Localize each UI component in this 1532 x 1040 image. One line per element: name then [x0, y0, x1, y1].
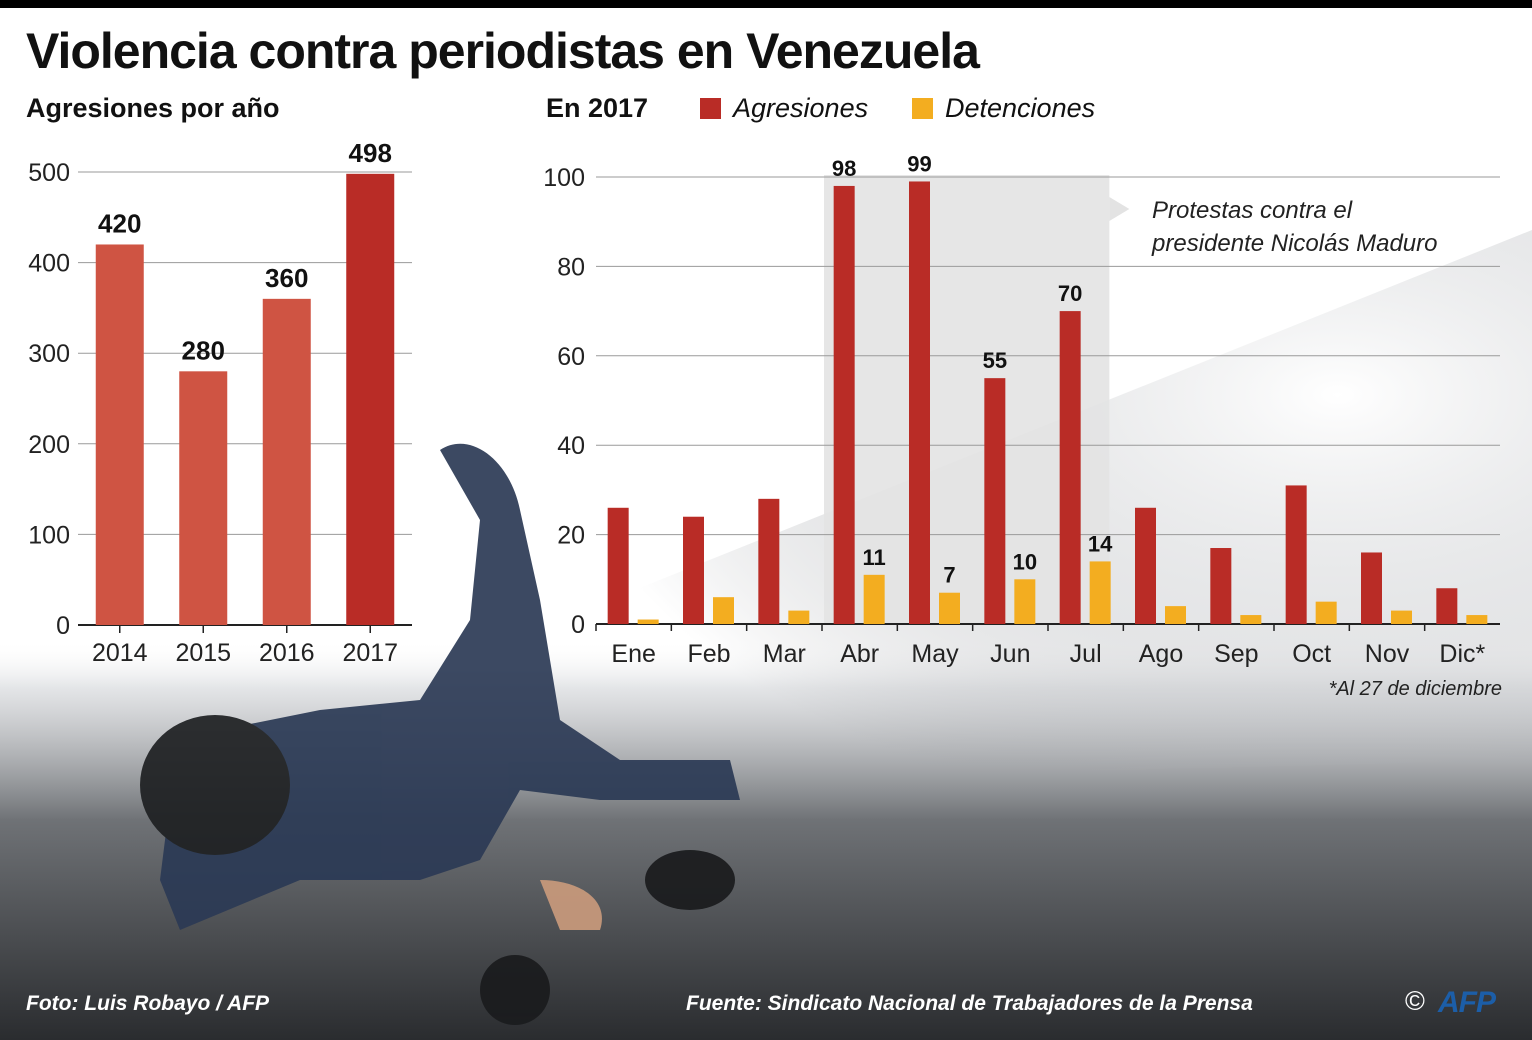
- data-label: 98: [832, 156, 856, 181]
- bar-agresiones: [833, 185, 855, 624]
- bar-detenciones: [1014, 579, 1036, 624]
- x-tick-label: Jul: [1070, 640, 1102, 668]
- x-tick-label: Ago: [1139, 640, 1183, 668]
- data-label: 70: [1058, 281, 1082, 306]
- bar-agresiones: [1361, 552, 1382, 624]
- top-bar: [0, 0, 1532, 8]
- legend-swatch-detenciones: [912, 98, 933, 119]
- data-label: 99: [907, 151, 931, 176]
- bar: [179, 371, 228, 625]
- y-tick-label: 80: [557, 253, 585, 281]
- y-tick-label: 100: [28, 521, 70, 549]
- x-tick-label: 2017: [342, 639, 398, 667]
- y-tick-label: 400: [28, 250, 70, 278]
- footnote: *Al 27 de diciembre: [1328, 678, 1502, 700]
- bar-detenciones: [1089, 561, 1111, 624]
- bar-detenciones: [713, 597, 734, 624]
- data-label: 11: [863, 545, 886, 570]
- y-tick-label: 500: [28, 159, 70, 187]
- legend-agresiones: Agresiones: [700, 93, 868, 124]
- y-tick-label: 300: [28, 340, 70, 368]
- bar-detenciones: [1240, 615, 1262, 624]
- bar-agresiones: [1135, 507, 1156, 624]
- legend-swatch-agresiones: [700, 98, 721, 119]
- x-tick-label: Sep: [1214, 640, 1258, 668]
- legend-detenciones: Detenciones: [912, 93, 1095, 124]
- bar-agresiones: [758, 498, 780, 624]
- y-tick-label: 0: [56, 612, 70, 640]
- y-tick-label: 200: [28, 431, 70, 459]
- afp-logo: AFP: [1438, 986, 1496, 1019]
- x-tick-label: 2015: [175, 639, 231, 667]
- x-tick-label: Mar: [763, 640, 806, 668]
- bar-agresiones: [984, 378, 1006, 624]
- legend-label-agresiones: Agresiones: [733, 93, 869, 123]
- bar: [346, 173, 395, 625]
- x-tick-label: Jun: [990, 640, 1030, 668]
- photo-credit: Foto: Luis Robayo / AFP: [26, 992, 270, 1015]
- x-tick-label: 2014: [92, 639, 148, 667]
- bar-agresiones: [1210, 548, 1232, 624]
- y-tick-label: 60: [557, 343, 585, 371]
- bar: [95, 244, 144, 626]
- data-label: 7: [943, 563, 955, 588]
- annual-chart-title: Agresiones por año: [26, 93, 280, 123]
- bar-detenciones: [939, 592, 960, 624]
- bar-agresiones: [1059, 311, 1081, 624]
- data-label: 55: [983, 348, 1007, 373]
- data-label: 14: [1088, 531, 1113, 556]
- legend-label-detenciones: Detenciones: [945, 93, 1096, 123]
- photographer-figure: [140, 443, 740, 1025]
- x-tick-label: Nov: [1365, 640, 1410, 668]
- y-tick-label: 0: [571, 611, 585, 639]
- bar-detenciones: [1315, 601, 1337, 624]
- monthly-chart: 0 20 40 60 80 100 Ene Feb Mar Abr 98 11 May 99 7 Jun 55 1…: [543, 151, 1500, 668]
- data-label: 420: [98, 208, 141, 238]
- x-tick-label: Dic*: [1439, 640, 1485, 668]
- bar-agresiones: [683, 516, 704, 624]
- x-tick-label: Ene: [611, 640, 655, 668]
- data-label: 280: [182, 335, 225, 365]
- data-label: 498: [349, 138, 392, 168]
- highlight-pointer: [1109, 197, 1130, 221]
- y-tick-label: 20: [557, 522, 585, 550]
- protest-annotation: Protestas contra el presidente Nicolás M…: [1152, 194, 1437, 260]
- x-tick-label: May: [911, 640, 959, 668]
- y-tick-label: 40: [557, 432, 585, 460]
- y-tick-label: 100: [543, 164, 585, 192]
- bar-agresiones: [607, 507, 629, 624]
- data-label: 360: [265, 263, 308, 293]
- monthly-chart-title: En 2017: [546, 93, 649, 123]
- bar-detenciones: [1466, 615, 1488, 624]
- x-tick-label: 2016: [259, 639, 315, 667]
- bar-agresiones: [1285, 485, 1307, 624]
- bar-detenciones: [637, 619, 659, 624]
- annotation-line-1: Protestas contra el: [1152, 197, 1353, 224]
- copyright-symbol: ©: [1405, 986, 1425, 1016]
- bar-detenciones: [788, 610, 810, 624]
- x-tick-label: Feb: [687, 640, 730, 668]
- annotation-line-2: presidente Nicolás Maduro: [1152, 230, 1438, 257]
- bar-detenciones: [863, 574, 885, 624]
- bar-detenciones: [1391, 610, 1412, 624]
- annual-chart: 0 100 200 300 400 500 2014 420 2015 280 2016 360 201…: [28, 138, 412, 667]
- bar-detenciones: [1165, 606, 1186, 624]
- page-title: Violencia contra periodistas en Venezuel…: [26, 23, 980, 79]
- bar-agresiones: [1436, 588, 1458, 624]
- x-tick-label: Oct: [1292, 640, 1331, 668]
- data-label: 10: [1013, 549, 1037, 574]
- bar: [262, 298, 311, 625]
- x-tick-label: Abr: [840, 640, 879, 668]
- source-credit: Fuente: Sindicato Nacional de Trabajador…: [686, 992, 1253, 1015]
- bar-agresiones: [909, 181, 930, 624]
